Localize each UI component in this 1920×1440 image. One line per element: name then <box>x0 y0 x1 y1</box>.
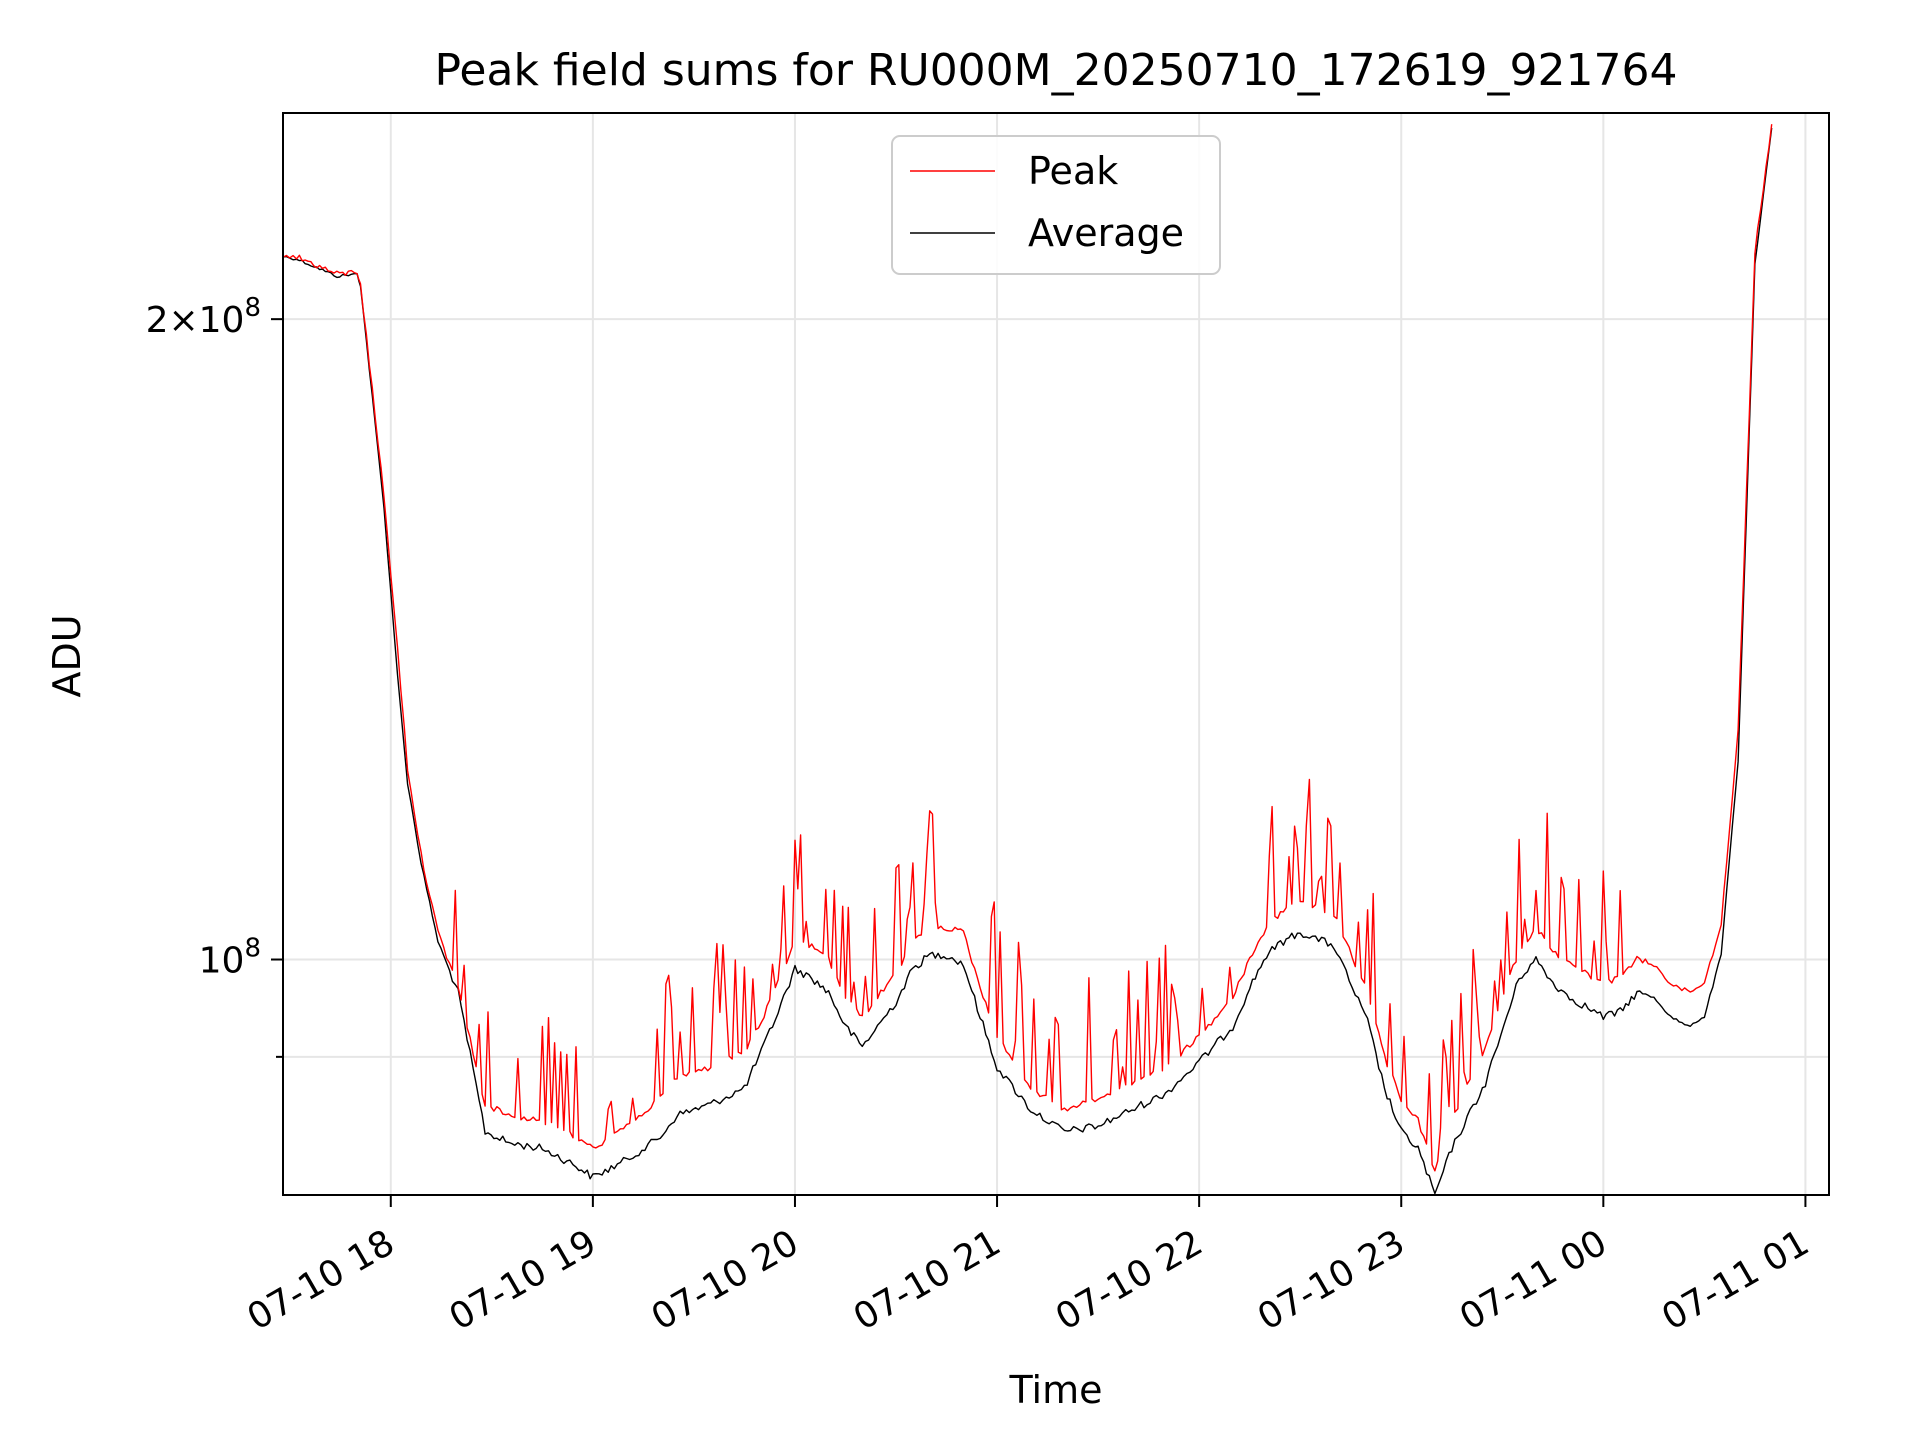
series-line-peak <box>283 124 1773 1172</box>
legend: Peak Average <box>891 135 1221 275</box>
legend-label-average: Average <box>1028 211 1184 255</box>
x-axis-label: Time <box>1009 1368 1103 1412</box>
y-axis-label: ADU <box>45 614 89 697</box>
series-group <box>283 124 1773 1195</box>
chart-title: Peak field sums for RU000M_20250710_1726… <box>434 45 1677 96</box>
grid <box>283 113 1829 1195</box>
y-tick-label: 2×108 <box>146 293 261 341</box>
legend-label-peak: Peak <box>1028 149 1118 193</box>
y-axis: 108 2×108 <box>146 293 283 1058</box>
series-line-average <box>283 127 1773 1195</box>
y-tick-label: 108 <box>199 934 261 982</box>
plot-frame <box>282 112 1830 1196</box>
